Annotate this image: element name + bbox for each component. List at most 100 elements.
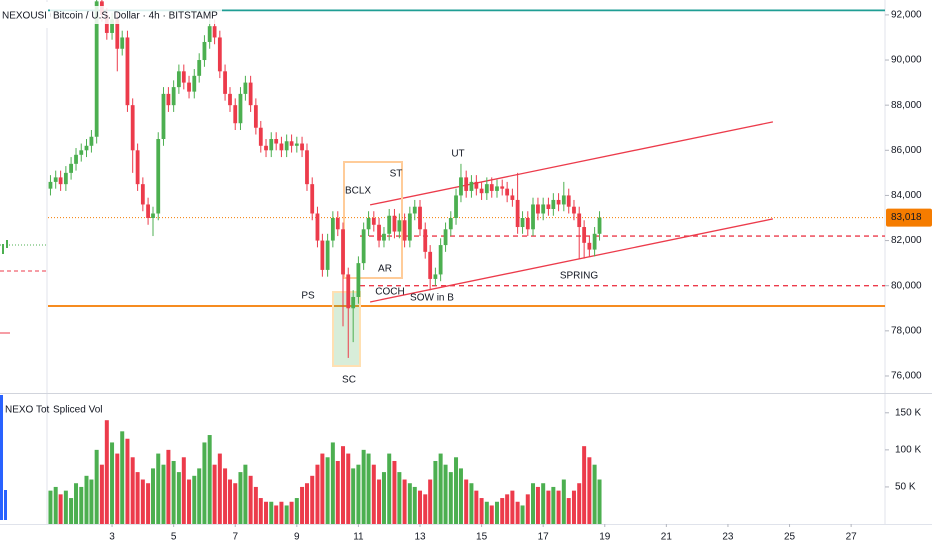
candle-body	[202, 41, 207, 61]
candle-body	[171, 87, 176, 106]
candle-body	[58, 177, 63, 185]
volume-bar	[125, 438, 130, 524]
volume-bar	[341, 446, 346, 524]
volume-bar	[63, 490, 68, 524]
x-tick-label: 17	[538, 532, 550, 543]
volume-bar	[264, 501, 269, 524]
candle-body	[489, 184, 494, 191]
volume-bar	[156, 453, 161, 524]
volume-bar	[571, 490, 576, 524]
volume-bar	[454, 457, 459, 524]
candle-body	[161, 93, 166, 140]
volume-bar	[227, 479, 232, 524]
candle-body	[176, 71, 181, 88]
candle-body	[366, 218, 371, 230]
volume-bar	[166, 449, 171, 524]
candle-body	[79, 150, 84, 155]
candle-body	[520, 218, 525, 228]
candle-body	[89, 136, 94, 146]
volume-bar	[356, 464, 361, 524]
candle-body	[217, 37, 222, 72]
y-tick-label: 88,000	[891, 100, 922, 111]
volume-bar	[304, 483, 309, 524]
volume-bar	[438, 453, 443, 524]
candle-body	[284, 141, 289, 151]
candle-body	[315, 213, 320, 241]
candle-body	[412, 206, 417, 214]
candle-body	[207, 26, 212, 42]
legend-bg	[50, 6, 222, 24]
volume-title: Spliced Vol	[53, 405, 102, 416]
volume-bar	[335, 460, 340, 524]
volume-bar	[366, 453, 371, 524]
volume-bar	[269, 501, 274, 524]
mask	[46, 2, 50, 28]
candle-body	[135, 150, 140, 185]
candle-body	[325, 240, 330, 270]
trendline	[369, 218, 774, 303]
volume-bar	[223, 468, 228, 524]
candle-body	[448, 218, 453, 230]
candle-body	[525, 218, 530, 230]
volume-bar	[361, 449, 366, 524]
volume-bar	[110, 442, 115, 524]
x-tick-label: 19	[599, 532, 611, 543]
candle-body	[341, 229, 345, 275]
candle-body	[556, 199, 561, 205]
volume-bar	[176, 472, 181, 524]
volume-bar	[402, 479, 407, 524]
volume-bar	[187, 479, 192, 524]
volume-bar	[525, 494, 530, 524]
volume-bar	[464, 479, 469, 524]
y-tick-label: 84,000	[891, 190, 922, 201]
annotation: SC	[342, 375, 356, 386]
candle-body	[505, 188, 510, 196]
candle-body	[572, 206, 576, 214]
volume-bar	[592, 464, 597, 524]
volume-bar	[48, 490, 53, 524]
volume-bar	[171, 460, 176, 524]
candle-body	[300, 143, 304, 151]
volume-bar	[566, 498, 571, 524]
volume-bar	[546, 490, 551, 524]
volume-bar	[448, 472, 453, 524]
volume-bar	[140, 479, 145, 524]
candle-body	[233, 105, 238, 124]
volume-bar	[494, 501, 499, 524]
last-price-label: 83,018	[891, 212, 922, 223]
y-tick-label: 80,000	[891, 280, 922, 291]
candle-body	[479, 188, 484, 194]
candle-body	[258, 127, 263, 146]
volume-bar	[433, 460, 438, 524]
volume-bar	[315, 464, 320, 524]
candle-body	[156, 139, 161, 214]
candle-body	[407, 213, 412, 241]
volume-bar	[192, 475, 197, 524]
candle-body	[418, 206, 422, 230]
candle-body	[223, 71, 227, 94]
volume-bar	[104, 420, 109, 524]
volume-bar	[84, 475, 89, 524]
mini-volume	[0, 395, 3, 520]
volume-bar	[423, 494, 428, 524]
volume-tick-label: 100 K	[895, 445, 921, 456]
candle-body	[551, 199, 556, 209]
candle-body	[110, 19, 114, 33]
candle-body	[94, 1, 99, 137]
volume-bar	[58, 494, 63, 524]
volume-bar	[294, 498, 299, 524]
volume-bar	[253, 486, 258, 524]
candle-body	[48, 181, 53, 189]
candle-body	[310, 184, 315, 214]
volume-bar	[310, 475, 315, 524]
candle-body	[294, 143, 299, 146]
candle-body	[356, 263, 361, 297]
candle-body	[433, 274, 438, 279]
trendline	[369, 121, 774, 206]
candle-body	[146, 204, 150, 219]
x-tick-label: 3	[109, 532, 115, 543]
volume-bar	[381, 472, 386, 524]
candle-body	[351, 296, 356, 309]
candle-body	[536, 204, 540, 214]
candle-body	[541, 204, 546, 214]
